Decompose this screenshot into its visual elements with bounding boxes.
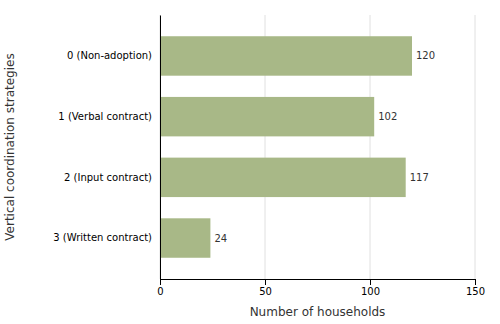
tick-label: 50 (259, 286, 272, 297)
chart: 0 50 100 150 0 (Non-adoption) 1 (Verbal contr… (0, 0, 500, 324)
tick-label: 0 (157, 286, 163, 297)
y-axis-title: Vertical coordination strategies (3, 53, 17, 240)
grid (160, 15, 475, 279)
tick-label: 3 (Written contract) (53, 232, 152, 243)
tick-label: 1 (Verbal contract) (58, 111, 152, 122)
grid-line (475, 15, 476, 279)
tick: 0 (Non-adoption) (67, 50, 152, 61)
x-axis-title: Number of households (250, 305, 386, 319)
tick: 50 (259, 279, 272, 297)
data-label: 102 (378, 111, 397, 122)
axis-line (161, 280, 476, 286)
tick: 3 (Written contract) (53, 232, 152, 243)
tick: 0 (157, 279, 163, 297)
tick: 2 (Input contract) (64, 172, 152, 183)
value-axis: 0 50 100 150 (157, 279, 485, 297)
tick-mark (370, 279, 371, 285)
tick-label: 100 (361, 286, 380, 297)
tick: 1 (Verbal contract) (58, 111, 152, 122)
tick-mark (475, 279, 476, 285)
bar (160, 97, 374, 136)
tick: 150 (466, 279, 485, 297)
tick-label: 2 (Input contract) (64, 172, 152, 183)
plot: 0 50 100 150 0 (Non-adoption) 1 (Verbal contr… (53, 15, 485, 297)
bars (160, 36, 412, 258)
data-labels: 120 102 117 24 (214, 50, 435, 243)
tick-label: 150 (466, 286, 485, 297)
tick-mark (265, 279, 266, 285)
data-label: 120 (416, 50, 435, 61)
tick: 100 (361, 279, 380, 297)
tick-label: 0 (Non-adoption) (67, 50, 152, 61)
data-label: 24 (214, 233, 227, 244)
bar (160, 158, 406, 197)
category-axis: 0 (Non-adoption) 1 (Verbal contract) 2 (In… (53, 16, 160, 280)
data-label: 117 (410, 172, 429, 183)
bar (160, 36, 412, 75)
bar (160, 218, 210, 257)
tick-mark (160, 279, 161, 285)
axis-line (160, 16, 161, 280)
grid-line (160, 15, 161, 279)
